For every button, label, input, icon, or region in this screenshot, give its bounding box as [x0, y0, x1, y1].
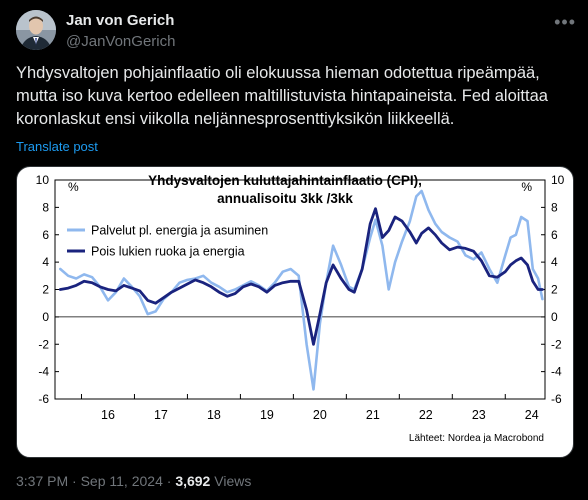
- chart-title: Yhdysvaltojen kuluttajahintainflaatio (C…: [148, 173, 422, 188]
- y-tick-label-right: 4: [551, 255, 558, 269]
- y-tick-label-left: 8: [42, 200, 49, 214]
- x-tick-label: 22: [419, 408, 433, 422]
- series-line-2: [58, 207, 544, 346]
- y-tick-label-right: 2: [551, 283, 558, 297]
- y-tick-label-left: 2: [42, 283, 49, 297]
- post-header: Jan von Gerich @JanVonGerich •••: [16, 10, 576, 54]
- y-tick-label-right: 0: [551, 310, 558, 324]
- translate-post-link[interactable]: Translate post: [16, 139, 98, 154]
- dot-separator: ·: [72, 473, 81, 489]
- author-name[interactable]: Jan von Gerich: [66, 12, 175, 29]
- legend-label-2: Pois lukien ruoka ja energia: [91, 245, 245, 259]
- y-tick-label-left: -4: [38, 365, 49, 379]
- post-footer: 3:37 PM · Sep 11, 2024 · 3,692 Views: [16, 473, 251, 489]
- y-tick-label-left: -2: [38, 337, 49, 351]
- more-icon[interactable]: •••: [554, 12, 576, 32]
- y-tick-label-right: 8: [551, 200, 558, 214]
- views-label: Views: [214, 473, 252, 489]
- x-tick-label: 23: [472, 408, 486, 422]
- tweet-text: Yhdysvaltojen pohjainflaatio oli elokuus…: [16, 64, 548, 128]
- unit-label-right: %: [521, 180, 532, 194]
- post-time[interactable]: 3:37 PM: [16, 473, 69, 489]
- author-handle[interactable]: @JanVonGerich: [66, 33, 176, 50]
- x-tick-label: 20: [313, 408, 327, 422]
- avatar-image: [16, 10, 56, 50]
- x-tick-label: 17: [154, 408, 168, 422]
- y-tick-label-right: -4: [551, 365, 562, 379]
- y-tick-label-right: 10: [551, 173, 565, 187]
- y-tick-label-left: 6: [42, 228, 49, 242]
- views-count: 3,692: [175, 473, 211, 489]
- x-tick-label: 24: [525, 408, 539, 422]
- post-date[interactable]: Sep 11, 2024: [80, 473, 163, 489]
- avatar[interactable]: [16, 10, 56, 50]
- legend-label-1: Palvelut pl. energia ja asuminen: [91, 224, 268, 238]
- series-line-1: [59, 189, 544, 391]
- x-tick-label: 21: [366, 408, 380, 422]
- dot-separator: ·: [166, 473, 176, 489]
- y-tick-label-left: 0: [42, 310, 49, 324]
- chart-source: Lähteet: Nordea ja Macrobond: [409, 433, 544, 444]
- y-tick-label-left: 4: [42, 255, 49, 269]
- y-tick-label-right: 6: [551, 228, 558, 242]
- x-tick-label: 16: [101, 408, 115, 422]
- y-tick-label-left: -6: [38, 392, 49, 406]
- y-tick-label-right: -6: [551, 392, 562, 406]
- x-tick-label: 18: [207, 408, 221, 422]
- chart-subtitle: annualisoitu 3kk /3kk: [217, 191, 353, 206]
- unit-label-left: %: [68, 180, 79, 194]
- y-tick-label-left: 10: [36, 173, 50, 187]
- y-tick-label-right: -2: [551, 337, 562, 351]
- x-tick-label: 19: [260, 408, 274, 422]
- post-media-chart[interactable]: -6 -6 -4 -4 -2 -2 0 0 2 2 4 4 6 6 8 8 10 10 16 17 18 19 20 21 22…: [16, 166, 574, 458]
